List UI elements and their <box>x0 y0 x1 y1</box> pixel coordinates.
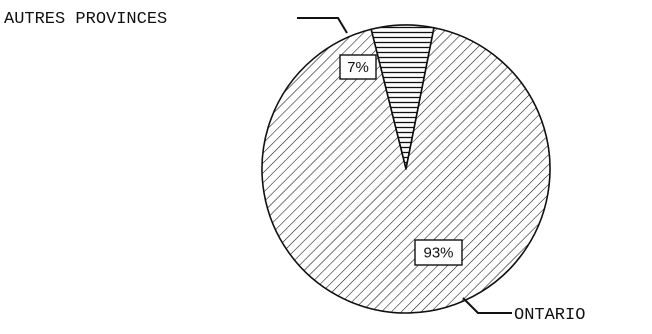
pie-slice-ontario <box>261 26 551 314</box>
pie-label-autres-provinces: 7% <box>339 54 377 80</box>
callout-autres-provinces-leader <box>297 17 348 34</box>
pie-label-autres-provinces-text: 7% <box>347 59 369 76</box>
pie-label-autres-provinces-box <box>339 54 377 80</box>
callout-ontario-leader <box>462 297 512 314</box>
callouts-layer: 7% 93% AUTRES PROVINCES ONTARIO <box>4 10 585 325</box>
callout-autres-provinces-text: AUTRES PROVINCES <box>4 10 167 29</box>
pie-label-ontario-box <box>414 239 463 266</box>
pie-label-ontario-text: 93% <box>423 245 453 262</box>
slices-layer <box>261 24 551 314</box>
callout-ontario-text: ONTARIO <box>514 306 585 325</box>
pie-label-ontario: 93% <box>414 239 463 266</box>
